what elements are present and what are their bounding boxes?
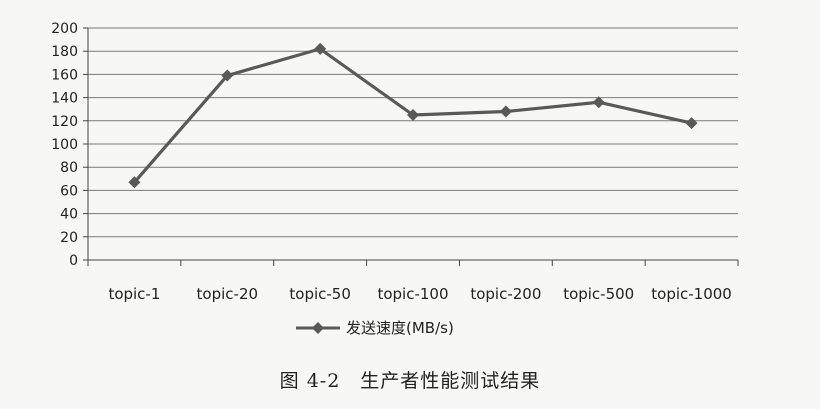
y-tick-label: 80	[60, 160, 78, 176]
y-tick-label: 160	[51, 67, 78, 83]
x-tick-label: topic-200	[470, 285, 541, 303]
data-point	[221, 69, 234, 82]
data-point	[314, 42, 327, 55]
x-tick-label: topic-50	[289, 285, 351, 303]
y-axis-ticks: 0 20 40 60 80 100 120 140 160 180 200	[51, 21, 89, 269]
data-point	[499, 105, 512, 118]
x-axis: topic-1 topic-20 topic-50 topic-100 topic-20…	[87, 260, 739, 303]
legend-marker	[312, 322, 324, 334]
gridlines	[88, 27, 738, 261]
y-tick-label: 140	[51, 91, 78, 107]
y-tick-label: 20	[60, 230, 78, 246]
x-tick-label: topic-100	[377, 285, 448, 303]
y-tick-label: 120	[51, 114, 78, 130]
legend-label: 发送速度(MB/s)	[346, 319, 454, 337]
series-layer	[128, 42, 698, 189]
data-point	[407, 109, 419, 121]
y-tick-label: 200	[51, 21, 78, 37]
x-tick-label: topic-20	[197, 285, 259, 303]
data-point	[592, 96, 605, 109]
x-tick-label: topic-1	[108, 285, 160, 303]
y-tick-label: 0	[69, 253, 78, 269]
y-tick-label: 100	[51, 137, 78, 153]
x-tick-label: topic-1000	[651, 285, 732, 303]
y-tick-label: 180	[51, 44, 78, 60]
data-point	[685, 117, 698, 130]
figure-caption: 图 4-2 生产者性能测试结果	[279, 370, 541, 392]
data-point	[128, 176, 141, 189]
legend: 发送速度(MB/s)	[296, 319, 454, 337]
x-tick-label: topic-500	[563, 285, 634, 303]
y-tick-label: 60	[60, 183, 78, 199]
y-tick-label: 40	[60, 207, 78, 223]
